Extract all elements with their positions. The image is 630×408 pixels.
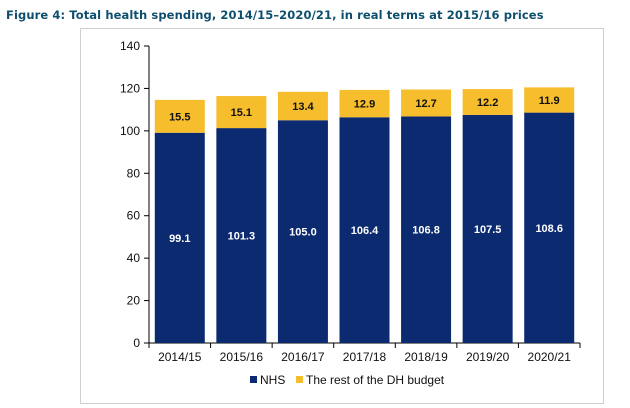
data-label-rest: 11.9: [539, 95, 560, 107]
y-tick-label: 20: [127, 294, 141, 308]
bar-rest-of-dh: [277, 91, 328, 121]
data-label-nhs: 106.8: [412, 225, 440, 237]
y-tick-label: 80: [127, 166, 141, 180]
y-tick-label: 120: [120, 81, 140, 95]
data-label-rest: 12.7: [415, 98, 436, 110]
y-tick-label: 0: [133, 336, 140, 350]
data-label-nhs: 107.5: [474, 224, 502, 236]
legend-label-nhs: NHS: [260, 373, 285, 387]
chart-frame: [80, 28, 604, 404]
y-tick-label: 100: [120, 124, 140, 138]
bar-nhs: [524, 112, 575, 343]
y-tick-label: 40: [127, 251, 141, 265]
data-label-nhs: 108.6: [535, 223, 563, 235]
data-label-nhs: 99.1: [169, 233, 190, 245]
bar-rest-of-dh: [154, 99, 205, 133]
bar-nhs: [401, 116, 452, 343]
y-tick-label: 60: [127, 209, 141, 223]
data-label-rest: 15.1: [231, 107, 252, 119]
x-tick-label: 2016/17: [281, 350, 325, 364]
data-label-nhs: 105.0: [289, 227, 317, 239]
bar-rest-of-dh: [339, 89, 390, 118]
bar-nhs: [462, 114, 513, 343]
legend-swatch-rest: [296, 376, 303, 383]
data-label-rest: 13.4: [292, 101, 314, 113]
x-tick-label: 2015/16: [220, 350, 264, 364]
x-tick-label: 2020/21: [528, 350, 572, 364]
legend-swatch-nhs: [250, 376, 257, 383]
bar-rest-of-dh: [216, 96, 267, 129]
x-tick-label: 2014/15: [158, 350, 202, 364]
data-label-rest: 12.9: [354, 99, 375, 111]
legend-label-rest: The rest of the DH budget: [306, 373, 445, 387]
bar-nhs: [154, 132, 205, 343]
data-label-nhs: 106.4: [351, 225, 379, 237]
x-tick-label: 2019/20: [466, 350, 510, 364]
bar-nhs: [339, 117, 390, 343]
data-label-nhs: 101.3: [228, 231, 256, 243]
bar-rest-of-dh: [462, 89, 513, 115]
x-tick-label: 2017/18: [343, 350, 387, 364]
bar-nhs: [277, 120, 328, 343]
x-tick-label: 2018/19: [404, 350, 448, 364]
figure-title: Figure 4: Total health spending, 2014/15…: [6, 8, 544, 22]
bar-nhs: [216, 128, 267, 343]
data-label-rest: 15.5: [169, 111, 190, 123]
bar-rest-of-dh: [401, 89, 452, 117]
bar-rest-of-dh: [524, 87, 575, 113]
data-label-rest: 12.2: [477, 97, 498, 109]
y-tick-label: 140: [120, 39, 140, 53]
